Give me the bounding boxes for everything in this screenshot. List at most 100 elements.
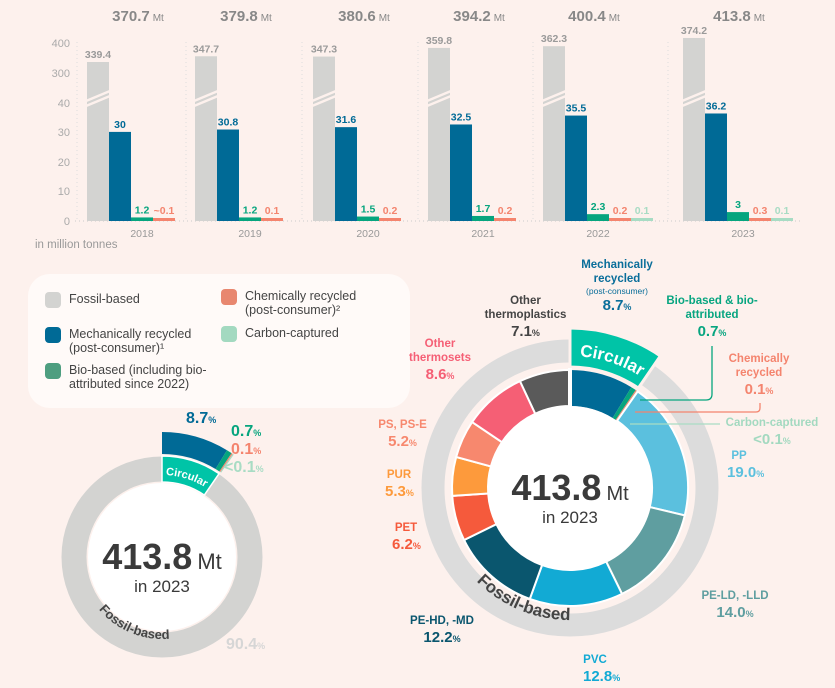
- axis-break-mark: [85, 89, 111, 103]
- slice-name: PS, PS-E: [378, 419, 427, 431]
- slice-name: PVC: [583, 654, 607, 666]
- slice-label-chemically-recycled: Chemically recycled 0.1%: [709, 352, 809, 401]
- slice-percent: <0.1%: [718, 430, 826, 451]
- donut-center: [488, 406, 652, 570]
- x-tick-label: 2020: [356, 228, 380, 240]
- total-unit: Mt: [609, 13, 620, 24]
- axis-break-mark: [426, 89, 452, 103]
- axis-break-mark: [311, 89, 337, 103]
- y-tick-label: 30: [58, 127, 70, 139]
- total-value: 370.7: [112, 8, 150, 25]
- donut-slice-chemically-recycled: [219, 453, 233, 473]
- total-unit: Mt: [379, 13, 390, 24]
- axis-break-mark: [311, 94, 337, 108]
- slice-name: PET: [394, 522, 418, 534]
- slice-percent: 6.2%: [392, 535, 421, 556]
- percent-value: <0.1: [753, 431, 783, 448]
- donut-slice-mechanically-recycled: [162, 432, 227, 470]
- axis-break-mark: [541, 89, 567, 103]
- bar-value-label: 347.3: [311, 44, 337, 56]
- y-tick-label: 300: [52, 68, 70, 80]
- slice-name: Chemically recycled: [728, 353, 790, 379]
- legend-swatch: [45, 363, 61, 379]
- percent-sign: %: [253, 446, 262, 456]
- axis-break-mark: [193, 89, 219, 103]
- percent-sign: %: [255, 464, 264, 474]
- percent-value: <0.1: [224, 459, 256, 476]
- bar-value-label: 32.5: [451, 111, 472, 123]
- legend-item-fossil: Fossil-based: [45, 292, 140, 308]
- donut-total: 413.8 Mt: [511, 467, 629, 508]
- total-value: 413.8: [713, 8, 751, 25]
- percent-value: 0.7: [697, 323, 719, 340]
- slice-label-pet: PET 6.2%: [392, 521, 421, 556]
- bar-2019-bio: [239, 217, 261, 221]
- legend-label: Carbon-captured: [245, 326, 339, 340]
- percent-sign: %: [745, 609, 754, 619]
- bar-2018-fossil: [87, 62, 109, 221]
- bar-value-label: 30: [114, 119, 126, 131]
- bar-2021-fossil: [428, 47, 450, 222]
- slice-percent-label: 0.7%: [231, 423, 261, 441]
- bar-2020-fossil: [313, 56, 335, 222]
- donut-total: 413.8 Mt: [102, 536, 222, 577]
- year-total: 413.8 Mt: [713, 8, 765, 25]
- legend-swatch: [45, 292, 61, 308]
- percent-sign: %: [452, 634, 461, 644]
- slice-label-other-thermoplastics: Other thermoplastics 7.1%: [478, 294, 573, 343]
- bar-value-label: 0.1: [775, 205, 790, 217]
- y-tick-label: 40: [58, 98, 70, 110]
- legend-item-mechanical: Mechanically recycled (post-consumer)¹: [45, 327, 215, 355]
- percent-value: 8.6: [425, 366, 447, 383]
- bar-2022-bio: [587, 214, 609, 221]
- percent-sign: %: [756, 469, 765, 479]
- year-total: 379.8 Mt: [220, 8, 272, 25]
- bar-2022-mechanical: [565, 115, 587, 221]
- bar-value-label: 359.8: [426, 35, 452, 47]
- bar-value-label: 374.2: [681, 25, 707, 37]
- year-total: 400.4 Mt: [568, 8, 620, 25]
- bar-value-label: 36.2: [706, 100, 727, 112]
- legend-item-bio: Bio-based (including bio-attributed sinc…: [45, 363, 245, 391]
- slice-percent: 7.1%: [478, 322, 573, 343]
- slice-percent: 0.1%: [709, 380, 809, 401]
- slice-label-pe-ld-lld: PE-LD, -LLD 14.0%: [695, 589, 775, 624]
- percent-sign: %: [612, 673, 621, 683]
- slice-label-pp: PP 19.0%: [727, 449, 764, 484]
- slice-percent-label: <0.1%: [224, 459, 264, 477]
- percent-sign: %: [623, 302, 632, 312]
- bar-value-label: 1.2: [135, 204, 150, 216]
- axis-break-mark: [681, 89, 707, 103]
- percent-value: 5.2: [388, 433, 409, 450]
- x-tick-label: 2023: [731, 228, 755, 240]
- x-tick-label: 2021: [471, 228, 495, 240]
- slice-percent: 0.7%: [662, 322, 762, 343]
- year-total: 394.2 Mt: [453, 8, 505, 25]
- slice-percent: 12.2%: [402, 628, 482, 649]
- donut-circular-band: [568, 326, 663, 391]
- slice-percent: 5.2%: [375, 432, 430, 453]
- bar-2019-fossil: [195, 56, 217, 222]
- slice-percent: 14.0%: [695, 603, 775, 624]
- percent-value: 8.7: [186, 410, 209, 427]
- percent-value: 8.7: [602, 297, 624, 314]
- bar-2020-chemical: [379, 218, 401, 221]
- percent-sign: %: [446, 371, 455, 381]
- total-unit: Mt: [754, 13, 765, 24]
- x-tick-label: 2022: [586, 228, 610, 240]
- slice-label-other-thermosets: Other thermosets 8.6%: [405, 337, 475, 386]
- percent-value: 0.7: [231, 423, 254, 440]
- x-tick-label: 2019: [238, 228, 262, 240]
- bar-value-label: 339.4: [85, 49, 111, 61]
- bar-2022-carbon: [631, 218, 653, 221]
- bar-2022-fossil: [543, 46, 565, 221]
- bar-2022-chemical: [609, 218, 631, 221]
- total-unit: Mt: [261, 13, 272, 24]
- percent-value: 12.2: [423, 629, 453, 646]
- percent-sign: %: [253, 428, 262, 438]
- slice-percent: 12.8%: [583, 667, 620, 688]
- slice-percent-label: 8.7%: [186, 410, 216, 428]
- slice-percent-label: 0.1%: [231, 441, 261, 459]
- bar-value-label: 0.2: [383, 205, 398, 217]
- leader-line-bio: [640, 346, 713, 401]
